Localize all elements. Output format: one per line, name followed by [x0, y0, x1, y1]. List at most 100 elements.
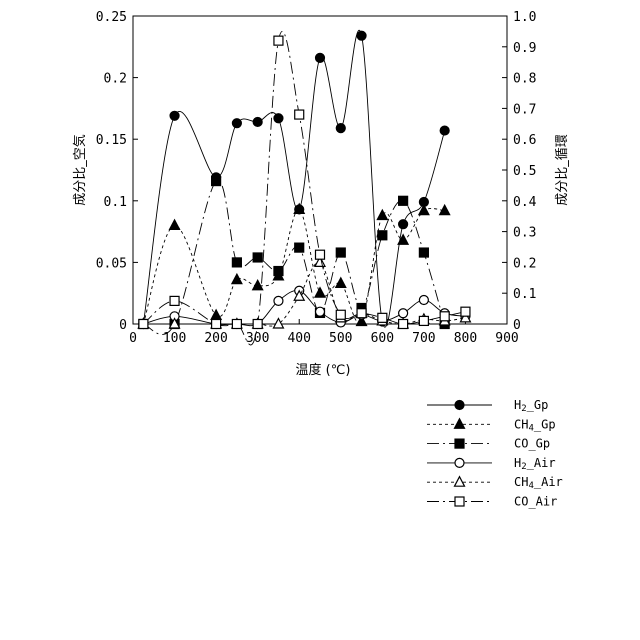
data-point — [212, 320, 221, 329]
y-right-tick-label: 0.8 — [513, 72, 536, 87]
data-point — [440, 126, 449, 135]
data-point — [253, 117, 262, 126]
legend-label: CH4_Air — [514, 475, 563, 491]
data-point — [315, 288, 325, 298]
y-right-tick-label: 0.5 — [513, 164, 536, 179]
legend-entry: CH4_Gp — [427, 417, 556, 433]
legend-marker — [455, 477, 465, 487]
x-axis: 0100200300400500600700800900 — [129, 319, 519, 346]
legend-marker — [455, 439, 464, 448]
legend: H2_Gp CH4_Gp CO_Gp H2_Air CH4_Air CO_Air — [427, 398, 563, 509]
legend-label: CO_Air — [514, 495, 557, 509]
data-point — [336, 248, 345, 257]
y-left-tick-label: 0.05 — [96, 256, 127, 271]
data-point — [232, 274, 242, 284]
y-left-tick-label: 0.15 — [96, 133, 127, 148]
data-point — [316, 53, 325, 62]
data-point — [232, 258, 241, 267]
legend-entry: H2_Air — [427, 456, 556, 472]
data-point — [336, 124, 345, 133]
y-axis-right-title: 成分比_循環 — [555, 134, 570, 206]
data-point — [295, 243, 304, 252]
legend-label: CH4_Gp — [514, 417, 556, 433]
data-point — [419, 295, 428, 304]
legend-entry: CO_Air — [427, 495, 557, 509]
series-line — [143, 31, 465, 345]
data-point — [170, 111, 179, 120]
data-point — [461, 307, 470, 316]
data-point — [378, 313, 387, 322]
data-point — [274, 296, 283, 305]
data-point — [357, 31, 366, 40]
legend-entry: CH4_Air — [427, 475, 563, 491]
y-left-tick-label: 0.1 — [104, 195, 127, 210]
data-point — [316, 250, 325, 259]
data-point — [295, 110, 304, 119]
legend-entry: CO_Gp — [427, 437, 550, 451]
data-point — [274, 114, 283, 123]
data-point — [212, 177, 221, 186]
data-point — [336, 278, 346, 288]
data-point — [399, 220, 408, 229]
y-left-tick-label: 0 — [119, 318, 127, 333]
series-line — [143, 290, 465, 325]
y-right-tick-label: 0.7 — [513, 102, 536, 117]
series-layer — [138, 30, 470, 345]
data-point — [232, 320, 241, 329]
legend-label: CO_Gp — [514, 437, 550, 451]
series-line — [143, 30, 444, 327]
y-right-tick-label: 0.9 — [513, 41, 536, 56]
y-left-tick-label: 0.25 — [96, 10, 127, 25]
data-point — [336, 310, 345, 319]
data-point — [139, 320, 148, 329]
y-right-tick-label: 1.0 — [513, 10, 536, 25]
x-tick-label: 900 — [495, 331, 518, 346]
data-point — [377, 210, 387, 220]
data-point — [378, 231, 387, 240]
series-h2-gp — [139, 30, 449, 328]
x-tick-label: 500 — [329, 331, 352, 346]
data-point — [232, 119, 241, 128]
y-right-tick-label: 0.3 — [513, 226, 536, 241]
y-axis-left-title: 成分比_空気 — [72, 134, 88, 206]
y-right-tick-label: 0.2 — [513, 256, 536, 271]
x-tick-label: 200 — [204, 331, 227, 346]
legend-marker — [455, 419, 465, 429]
data-point — [170, 220, 180, 230]
x-tick-label: 700 — [412, 331, 435, 346]
data-point — [273, 319, 283, 329]
legend-marker — [455, 497, 464, 506]
legend-label: H2_Gp — [514, 398, 548, 414]
legend-marker — [455, 458, 464, 467]
y-right-tick-label: 0.4 — [513, 195, 537, 210]
x-tick-label: 0 — [129, 331, 137, 346]
data-point — [253, 253, 262, 262]
legend-label: H2_Air — [514, 456, 556, 472]
legend-marker — [455, 401, 464, 410]
data-point — [419, 316, 428, 325]
x-tick-label: 400 — [287, 331, 310, 346]
legend-entry: H2_Gp — [427, 398, 548, 414]
y-axis-left: 0 0.05 0.1 0.15 0.2 0.25 — [96, 10, 138, 333]
data-point — [399, 196, 408, 205]
x-axis-title: 温度 (℃) — [296, 362, 351, 378]
data-point — [399, 320, 408, 329]
data-point — [357, 309, 366, 318]
data-point — [274, 36, 283, 45]
y-right-tick-label: 0.1 — [513, 287, 536, 302]
y-left-tick-label: 0.2 — [104, 72, 127, 87]
data-point — [419, 205, 429, 215]
y-right-tick-label: 0 — [513, 318, 521, 333]
data-point — [170, 296, 179, 305]
y-right-tick-label: 0.6 — [513, 133, 536, 148]
data-point — [274, 267, 283, 276]
x-tick-label: 800 — [454, 331, 477, 346]
data-point — [419, 248, 428, 257]
x-tick-label: 300 — [246, 331, 269, 346]
data-point — [253, 320, 262, 329]
data-point — [316, 307, 325, 316]
data-point — [399, 309, 408, 318]
x-tick-label: 600 — [371, 331, 394, 346]
data-point — [440, 312, 449, 321]
